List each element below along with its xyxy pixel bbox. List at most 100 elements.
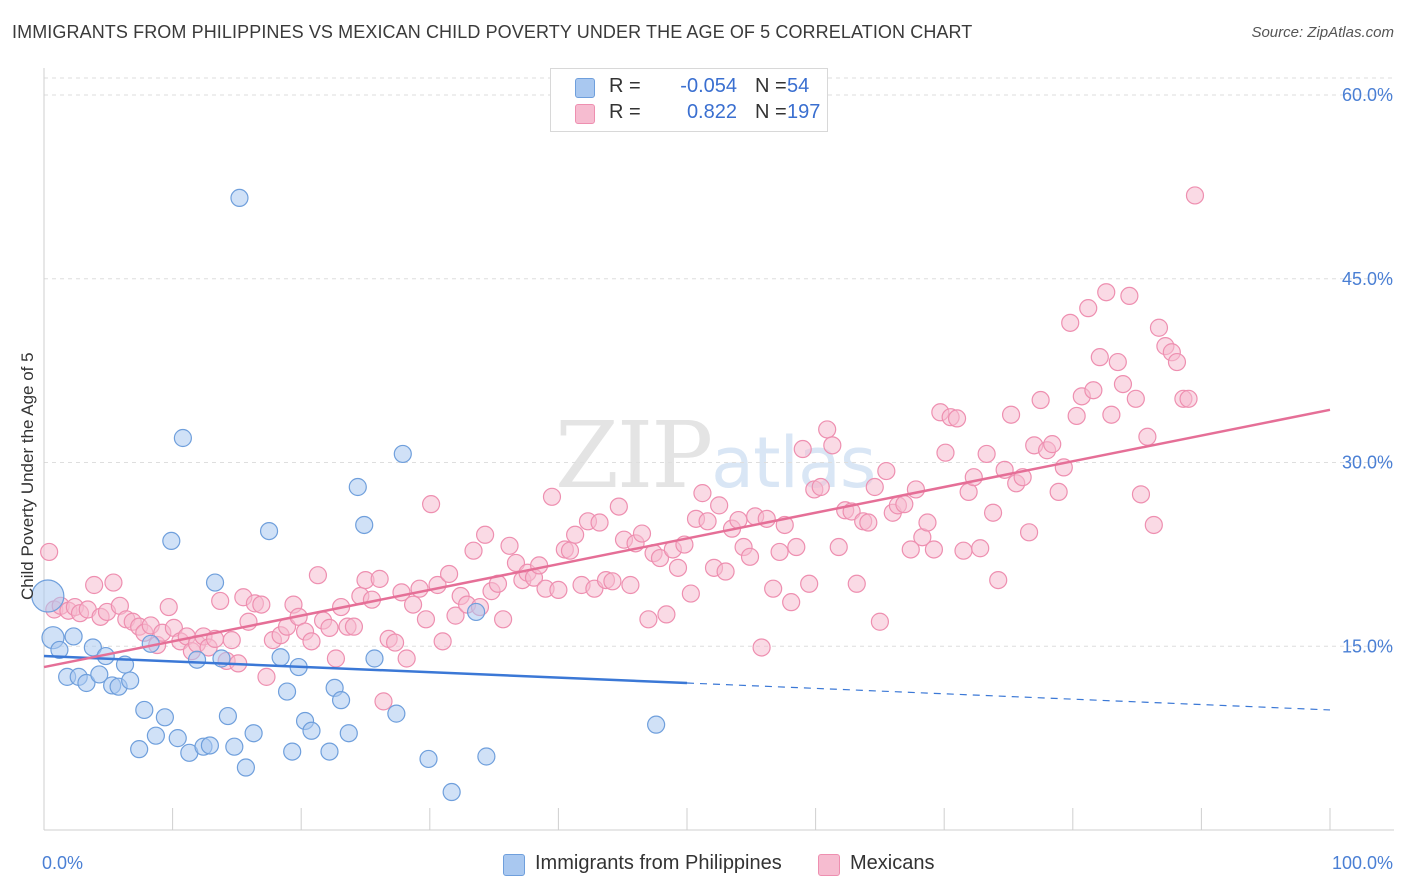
mexicans-point xyxy=(752,638,771,657)
philippines-point xyxy=(187,650,207,669)
philippines-point xyxy=(339,724,358,743)
philippines-point xyxy=(31,579,65,613)
mexicans-point xyxy=(560,541,580,560)
mexicans-point xyxy=(494,610,513,629)
mexicans-point xyxy=(40,542,59,562)
mexicans-point xyxy=(829,537,848,557)
mexicans-point xyxy=(859,513,878,532)
series-label-philippines: Immigrants from Philippines xyxy=(535,852,782,874)
mexicans-point xyxy=(1061,313,1080,332)
mexicans-point xyxy=(818,420,837,439)
mexicans-point xyxy=(1043,435,1062,454)
mexicans-point xyxy=(1179,389,1198,408)
x-tick-label: 0.0% xyxy=(42,853,83,873)
mexicans-point xyxy=(344,617,364,636)
philippines-point xyxy=(355,515,374,535)
series-swatch-philippines xyxy=(503,854,525,876)
mexicans-point xyxy=(865,477,884,497)
mexicans-point xyxy=(1131,485,1151,504)
mexicans-point xyxy=(823,436,842,455)
mexicans-point xyxy=(542,487,562,506)
philippines-point xyxy=(419,749,438,769)
mexicans-point xyxy=(947,409,967,428)
mexicans-point xyxy=(475,525,495,544)
mexicans-point xyxy=(657,605,676,624)
philippines-point xyxy=(477,747,496,766)
mexicans-point xyxy=(800,574,819,593)
philippines-point xyxy=(230,188,249,207)
mexicans-point xyxy=(257,667,276,686)
mexicans-point xyxy=(1126,389,1145,408)
mexicans-trend-line xyxy=(43,408,1331,669)
mexicans-point xyxy=(650,548,670,568)
axis-layer xyxy=(43,68,1394,831)
mexicans-point xyxy=(1019,523,1039,542)
legend-n-label: N = xyxy=(755,75,787,97)
mexicans-point xyxy=(668,558,688,577)
mexicans-point xyxy=(410,579,429,598)
mexicans-point xyxy=(446,606,465,625)
mexicans-point xyxy=(566,525,585,544)
legend-n-value: 54 xyxy=(787,75,810,97)
philippines-point xyxy=(365,649,384,668)
mexicans-point xyxy=(847,574,866,593)
mexicans-point xyxy=(983,503,1003,522)
philippines-point xyxy=(271,648,290,667)
legend-swatch-philippines xyxy=(575,78,595,98)
mexicans-point xyxy=(716,562,735,581)
mexicans-point xyxy=(1113,375,1133,394)
y-tick-label: 15.0% xyxy=(1342,636,1393,656)
mexicans-point xyxy=(1120,286,1139,305)
mexicans-point xyxy=(1102,405,1121,424)
mexicans-point xyxy=(764,579,783,598)
legend-r-value: 0.822 xyxy=(686,101,737,123)
mexicans-point xyxy=(1067,406,1086,426)
mexicans-point xyxy=(954,541,973,560)
mexicans-point xyxy=(877,461,896,481)
mexicans-point xyxy=(302,632,321,651)
philippines-point xyxy=(331,691,351,710)
mexicans-point xyxy=(439,564,459,584)
mexicans-point xyxy=(211,591,230,611)
mexicans-point xyxy=(681,584,700,603)
series-label-mexicans: Mexicans xyxy=(850,852,935,874)
watermark: ZIPatlas xyxy=(555,402,876,509)
mexicans-point xyxy=(159,597,178,617)
legend-n-value: 197 xyxy=(787,101,821,123)
mexicans-point xyxy=(1049,482,1068,501)
x-tick-label: 100.0% xyxy=(1332,853,1393,873)
mexicans-point xyxy=(793,439,812,459)
mexicans-point xyxy=(85,575,104,595)
philippines-point xyxy=(50,640,69,660)
tick-label-layer: 15.0% 30.0% 45.0% 60.0% 0.0% 100.0% xyxy=(42,85,1393,873)
mexicans-point xyxy=(326,649,346,668)
philippines-point xyxy=(647,715,666,734)
mexicans-point xyxy=(621,575,640,595)
mexicans-points xyxy=(40,186,1205,711)
mexicans-point xyxy=(710,496,729,515)
philippines-point xyxy=(64,627,83,646)
series-swatch-mexicans xyxy=(818,854,840,876)
y-tick-label: 60.0% xyxy=(1342,85,1393,105)
philippines-point xyxy=(277,682,297,701)
philippines-point xyxy=(320,742,339,761)
philippines-point xyxy=(173,428,192,448)
mexicans-point xyxy=(500,536,519,555)
mexicans-point xyxy=(1001,405,1021,424)
philippines-point xyxy=(442,782,461,802)
mexicans-point xyxy=(770,542,789,562)
philippines-point xyxy=(168,729,187,748)
philippines-point xyxy=(302,721,321,740)
philippines-point xyxy=(162,531,181,551)
philippines-point xyxy=(77,673,96,693)
mexicans-point xyxy=(1079,299,1098,318)
philippines-trend-line xyxy=(43,654,688,685)
mexicans-point xyxy=(787,537,806,557)
mexicans-point xyxy=(811,477,830,497)
watermark-atlas: atlas xyxy=(711,422,876,504)
mexicans-point xyxy=(971,539,990,558)
mexicans-point xyxy=(698,512,717,531)
trend-layer xyxy=(43,408,1331,711)
mexicans-point xyxy=(590,513,609,532)
